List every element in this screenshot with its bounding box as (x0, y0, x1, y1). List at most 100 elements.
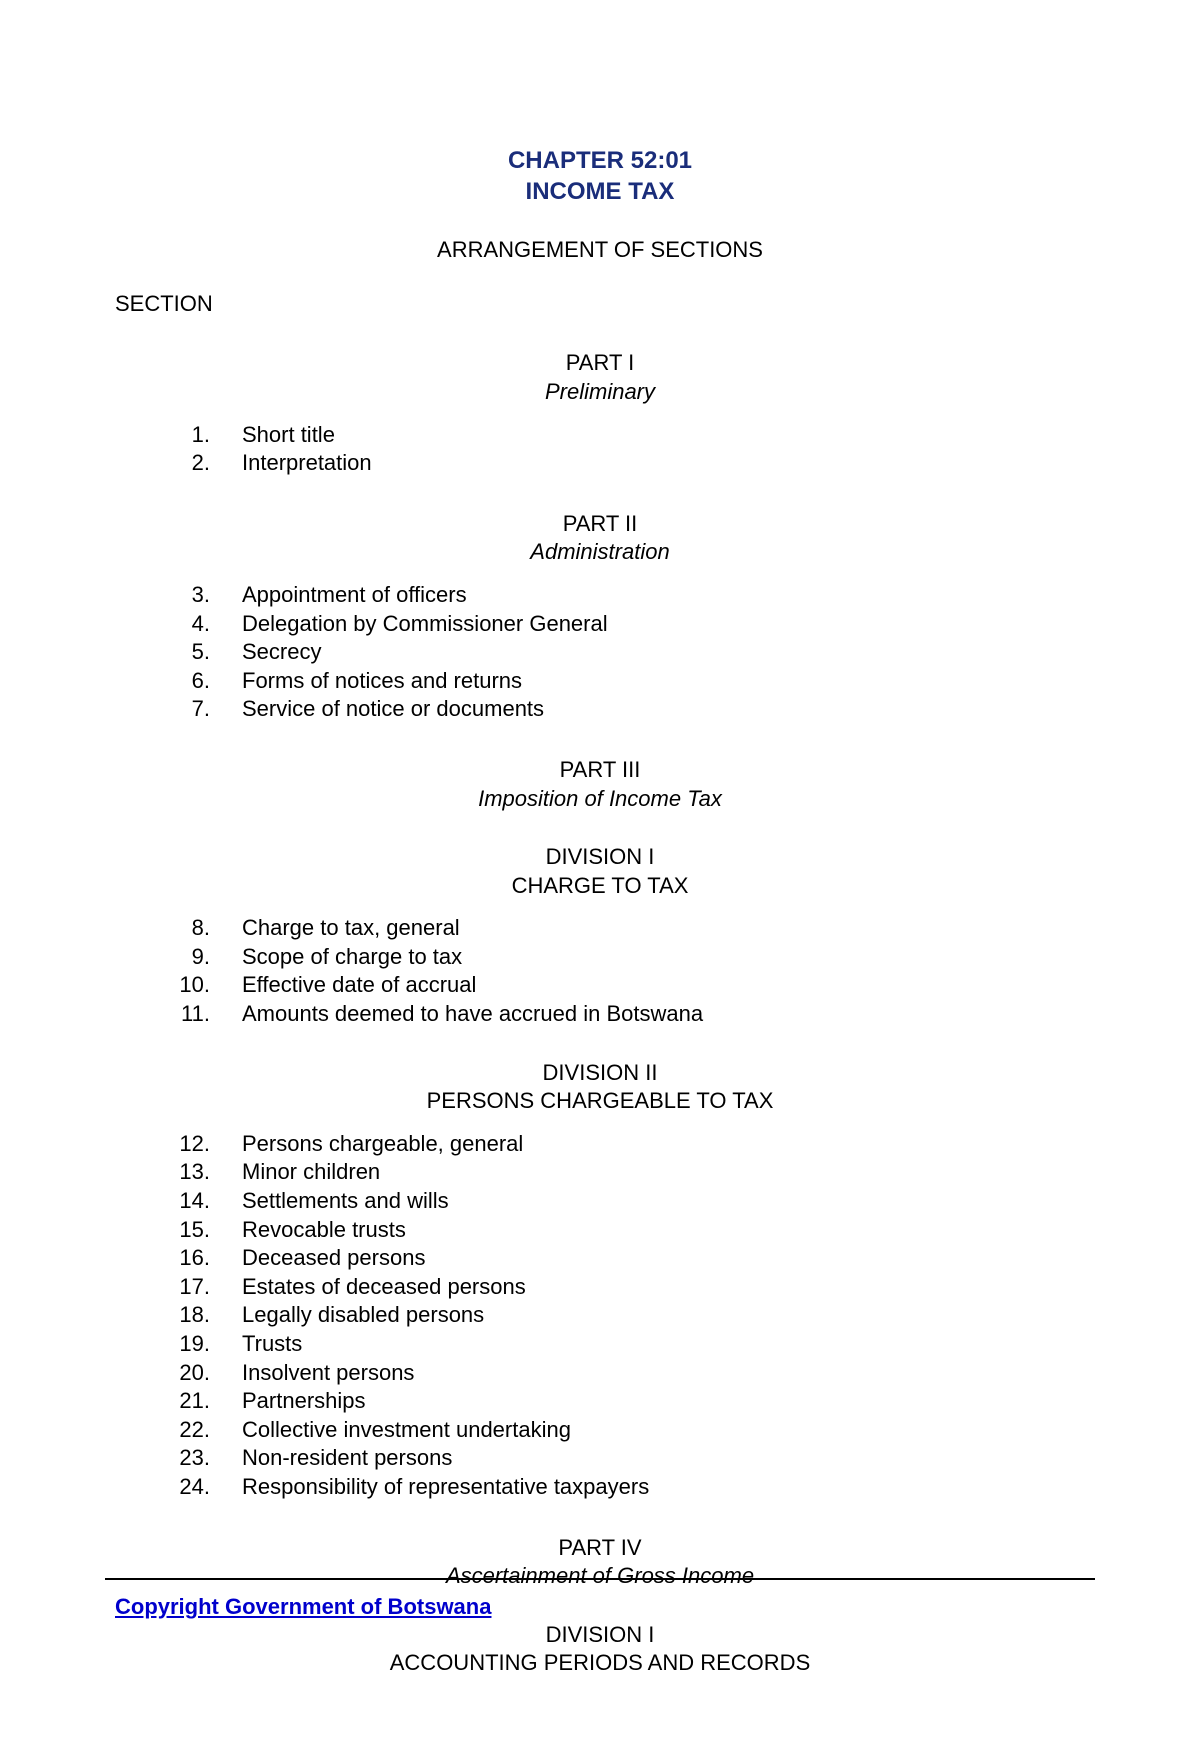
section-number: 9. (167, 943, 242, 972)
section-text: Secrecy (242, 638, 1085, 667)
section-number: 6. (167, 667, 242, 696)
arrangement-heading: ARRANGEMENT OF SECTIONS (115, 237, 1085, 263)
section-label: SECTION (115, 291, 1085, 317)
division-number: DIVISION I (115, 843, 1085, 872)
section-text: Collective investment undertaking (242, 1416, 1085, 1445)
section-text: Charge to tax, general (242, 914, 1085, 943)
section-number: 8. (167, 914, 242, 943)
section-item: 3.Appointment of officers (167, 581, 1085, 610)
copyright-link[interactable]: Copyright Government of Botswana (115, 1594, 491, 1620)
section-item: 16.Deceased persons (167, 1244, 1085, 1273)
section-item: 2.Interpretation (167, 449, 1085, 478)
section-text: Scope of charge to tax (242, 943, 1085, 972)
section-item: 8.Charge to tax, general (167, 914, 1085, 943)
section-text: Minor children (242, 1158, 1085, 1187)
section-item: 17.Estates of deceased persons (167, 1273, 1085, 1302)
division-number: DIVISION I (115, 1621, 1085, 1650)
section-text: Partnerships (242, 1387, 1085, 1416)
section-number: 21. (167, 1387, 242, 1416)
section-number: 24. (167, 1473, 242, 1502)
part-number: PART I (115, 349, 1085, 378)
section-text: Estates of deceased persons (242, 1273, 1085, 1302)
section-item: 1.Short title (167, 421, 1085, 450)
section-item: 18.Legally disabled persons (167, 1301, 1085, 1330)
section-text: Revocable trusts (242, 1216, 1085, 1245)
section-item: 21.Partnerships (167, 1387, 1085, 1416)
section-text: Short title (242, 421, 1085, 450)
section-number: 1. (167, 421, 242, 450)
section-item: 22.Collective investment undertaking (167, 1416, 1085, 1445)
section-number: 2. (167, 449, 242, 478)
section-number: 7. (167, 695, 242, 724)
part-number: PART II (115, 510, 1085, 539)
section-item: 6.Forms of notices and returns (167, 667, 1085, 696)
section-number: 3. (167, 581, 242, 610)
section-item: 11.Amounts deemed to have accrued in Bot… (167, 1000, 1085, 1029)
part-title: Imposition of Income Tax (115, 785, 1085, 814)
section-text: Effective date of accrual (242, 971, 1085, 1000)
section-text: Forms of notices and returns (242, 667, 1085, 696)
section-list: 12.Persons chargeable, general13.Minor c… (167, 1130, 1085, 1502)
section-text: Trusts (242, 1330, 1085, 1359)
part-heading: PART IPreliminary (115, 349, 1085, 406)
section-number: 11. (167, 1000, 242, 1029)
part-number: PART IV (115, 1534, 1085, 1563)
section-item: 15.Revocable trusts (167, 1216, 1085, 1245)
part-title: Preliminary (115, 378, 1085, 407)
section-number: 14. (167, 1187, 242, 1216)
section-text: Insolvent persons (242, 1359, 1085, 1388)
section-text: Persons chargeable, general (242, 1130, 1085, 1159)
section-text: Interpretation (242, 449, 1085, 478)
part-heading: PART IVAscertainment of Gross Income (115, 1534, 1085, 1591)
section-item: 10.Effective date of accrual (167, 971, 1085, 1000)
division-heading: DIVISION IACCOUNTING PERIODS AND RECORDS (115, 1621, 1085, 1678)
section-item: 12.Persons chargeable, general (167, 1130, 1085, 1159)
section-number: 5. (167, 638, 242, 667)
part-number: PART III (115, 756, 1085, 785)
section-item: 7.Service of notice or documents (167, 695, 1085, 724)
section-number: 12. (167, 1130, 242, 1159)
section-item: 14.Settlements and wills (167, 1187, 1085, 1216)
section-text: Responsibility of representative taxpaye… (242, 1473, 1085, 1502)
section-list: 1.Short title2.Interpretation (167, 421, 1085, 478)
section-number: 23. (167, 1444, 242, 1473)
section-number: 4. (167, 610, 242, 639)
section-number: 17. (167, 1273, 242, 1302)
section-text: Service of notice or documents (242, 695, 1085, 724)
parts-container: PART IPreliminary 1.Short title2.Interpre… (115, 349, 1085, 1678)
division-number: DIVISION II (115, 1059, 1085, 1088)
section-text: Delegation by Commissioner General (242, 610, 1085, 639)
division-heading: DIVISION IIPERSONS CHARGEABLE TO TAX (115, 1059, 1085, 1116)
section-list: 8.Charge to tax, general9.Scope of charg… (167, 914, 1085, 1028)
part-heading: PART IIIImposition of Income Tax (115, 756, 1085, 813)
section-item: 24.Responsibility of representative taxp… (167, 1473, 1085, 1502)
part-heading: PART IIAdministration (115, 510, 1085, 567)
chapter-line-2: INCOME TAX (115, 176, 1085, 207)
section-number: 16. (167, 1244, 242, 1273)
division-title: ACCOUNTING PERIODS AND RECORDS (115, 1649, 1085, 1678)
section-text: Settlements and wills (242, 1187, 1085, 1216)
section-item: 5.Secrecy (167, 638, 1085, 667)
section-text: Legally disabled persons (242, 1301, 1085, 1330)
division-title: PERSONS CHARGEABLE TO TAX (115, 1087, 1085, 1116)
document-page: CHAPTER 52:01 INCOME TAX ARRANGEMENT OF … (0, 0, 1200, 1750)
section-number: 20. (167, 1359, 242, 1388)
section-number: 10. (167, 971, 242, 1000)
section-number: 18. (167, 1301, 242, 1330)
section-item: 19.Trusts (167, 1330, 1085, 1359)
section-text: Non-resident persons (242, 1444, 1085, 1473)
section-text: Deceased persons (242, 1244, 1085, 1273)
section-item: 9.Scope of charge to tax (167, 943, 1085, 972)
division-heading: DIVISION ICHARGE TO TAX (115, 843, 1085, 900)
section-list: 3.Appointment of officers4.Delegation by… (167, 581, 1085, 724)
section-number: 13. (167, 1158, 242, 1187)
part-title: Ascertainment of Gross Income (115, 1562, 1085, 1591)
section-number: 19. (167, 1330, 242, 1359)
section-item: 4.Delegation by Commissioner General (167, 610, 1085, 639)
section-text: Appointment of officers (242, 581, 1085, 610)
title-block: CHAPTER 52:01 INCOME TAX (115, 145, 1085, 207)
section-number: 22. (167, 1416, 242, 1445)
section-item: 13.Minor children (167, 1158, 1085, 1187)
part-title: Administration (115, 538, 1085, 567)
section-text: Amounts deemed to have accrued in Botswa… (242, 1000, 1085, 1029)
